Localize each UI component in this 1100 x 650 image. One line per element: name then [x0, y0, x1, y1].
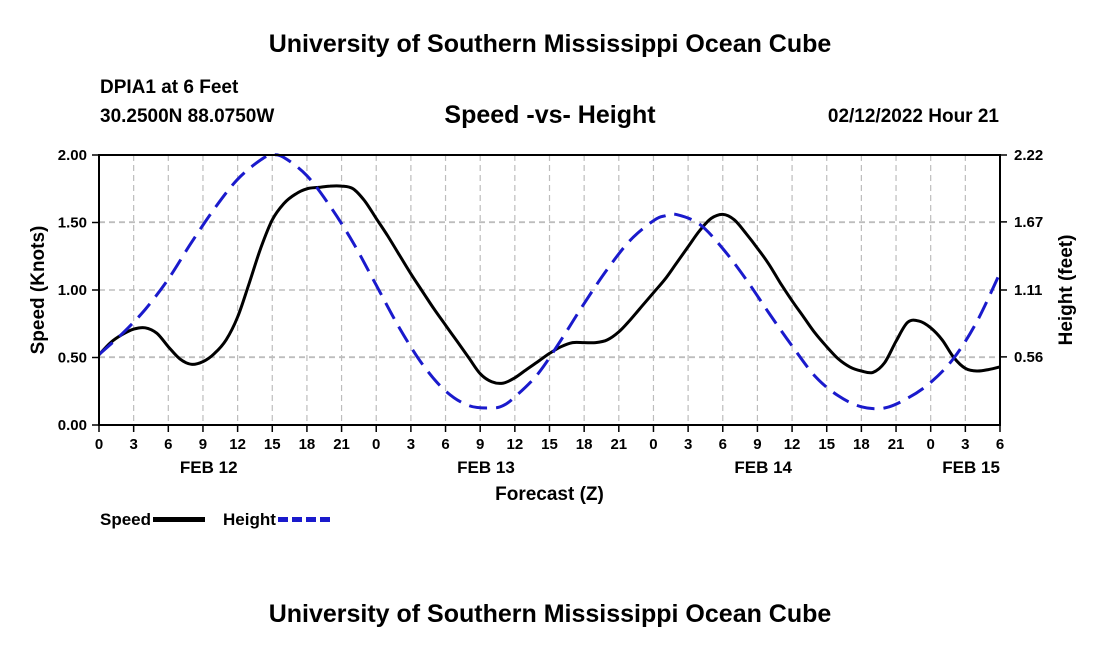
x-tick-label: 12 — [507, 436, 524, 453]
series-layer — [97, 153, 1002, 411]
y2-tick-label: 1.67 — [1014, 214, 1043, 231]
date-label: FEB 15 — [942, 458, 1000, 477]
x-tick-label: 0 — [927, 436, 935, 453]
forecast-datetime: 02/12/2022 Hour 21 — [827, 106, 999, 127]
x-tick-label: 9 — [476, 436, 484, 453]
y-axis-right: 0.56 1.11 1.67 2.22 — [1000, 147, 1043, 366]
x-tick-label: 9 — [199, 436, 207, 453]
x-tick-label: 3 — [961, 436, 969, 453]
main-title: University of Southern Mississippi Ocean… — [268, 30, 832, 58]
legend: Speed Height — [100, 509, 348, 530]
y2-tick-label: 2.22 — [1014, 147, 1043, 164]
x-tick-label: 21 — [333, 436, 350, 453]
x-tick-label: 6 — [164, 436, 172, 453]
x-tick-label: 18 — [299, 436, 316, 453]
legend-height-swatch — [277, 517, 330, 523]
footer-title: University of Southern Mississippi Ocean… — [268, 600, 832, 628]
y-tick-label: 1.50 — [58, 215, 87, 232]
station-coordinates: 30.2500N 88.0750W — [100, 106, 275, 127]
y-tick-label: 0.00 — [58, 417, 87, 434]
chart: 0 3 6 9 12 15 18 21 0 3 6 9 12 15 18 21 0 3 6 9 12 15 18 21 0 3 6F… — [28, 147, 1077, 505]
y-tick-label: 1.00 — [58, 282, 87, 299]
station-label: DPIA1 at 6 Feet — [100, 77, 239, 98]
x-axis: 0 3 6 9 12 15 18 21 0 3 6 9 12 15 18 21 0 3 6 9 12 15 18 21 0 3 6F… — [95, 425, 1004, 477]
date-label: FEB 13 — [457, 458, 515, 477]
y-axis-left: 0.00 0.50 1.00 1.50 2.00 — [58, 147, 99, 434]
series-line-height — [97, 153, 1002, 411]
chart-title: Speed -vs- Height — [444, 101, 656, 129]
x-axis-label: Forecast (Z) — [495, 484, 604, 505]
x-tick-label: 3 — [129, 436, 137, 453]
y2-tick-label: 0.56 — [1014, 349, 1043, 366]
y2-axis-label: Height (feet) — [1056, 235, 1077, 346]
x-tick-label: 6 — [441, 436, 449, 453]
date-label: FEB 14 — [734, 458, 792, 477]
x-tick-label: 0 — [372, 436, 380, 453]
x-tick-label: 15 — [541, 436, 558, 453]
x-tick-label: 9 — [753, 436, 761, 453]
x-tick-label: 3 — [407, 436, 415, 453]
x-tick-label: 12 — [784, 436, 801, 453]
date-label: FEB 12 — [180, 458, 238, 477]
series-line-speed — [97, 184, 1001, 385]
y2-tick-label: 1.11 — [1014, 282, 1042, 299]
y-tick-label: 0.50 — [58, 350, 87, 367]
x-tick-label: 21 — [610, 436, 627, 453]
x-tick-label: 18 — [576, 436, 593, 453]
legend-height-label: Height — [223, 509, 276, 529]
x-tick-label: 15 — [264, 436, 281, 453]
x-tick-label: 18 — [853, 436, 870, 453]
x-tick-label: 0 — [649, 436, 657, 453]
x-tick-label: 6 — [996, 436, 1004, 453]
x-tick-label: 12 — [229, 436, 246, 453]
legend-speed-swatch — [153, 517, 206, 523]
x-tick-label: 21 — [888, 436, 905, 453]
x-tick-label: 0 — [95, 436, 103, 453]
x-tick-label: 6 — [719, 436, 727, 453]
y-axis-label: Speed (Knots) — [28, 226, 49, 355]
x-tick-label: 3 — [684, 436, 692, 453]
y-tick-label: 2.00 — [58, 147, 87, 164]
x-tick-label: 15 — [818, 436, 835, 453]
legend-speed-label: Speed — [100, 509, 152, 529]
